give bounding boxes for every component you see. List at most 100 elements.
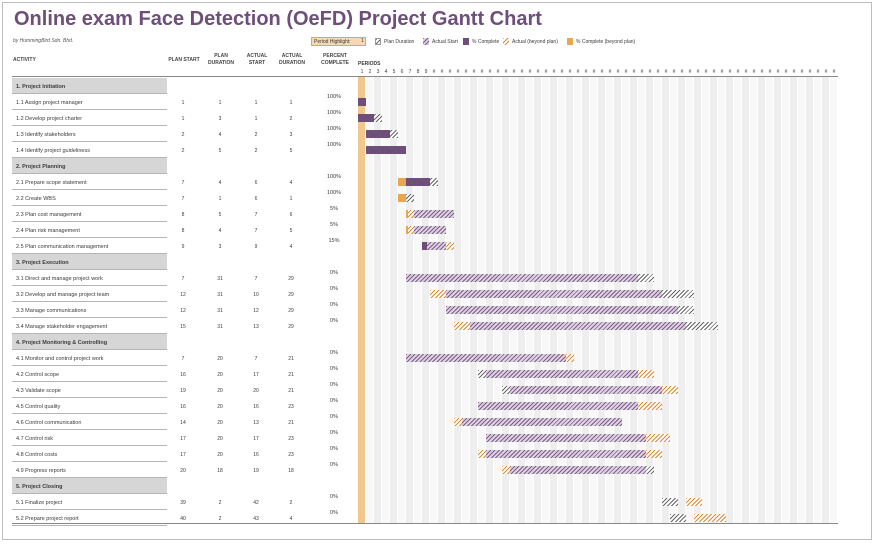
task-row[interactable]: 4.5 Control quality 16 20 16 23 0% (12, 398, 838, 414)
period-number: # (448, 69, 452, 75)
plan-duration-value: 20 (217, 372, 223, 378)
phase-row[interactable]: 2. Project Planning (12, 158, 838, 174)
task-row[interactable]: 3.2 Develop and manage project team 12 31 1… (12, 286, 838, 302)
task-row[interactable]: 2.5 Plan communication management 9 3 9 4 15% (12, 238, 838, 254)
period-number: # (568, 69, 572, 75)
row-underline (12, 189, 167, 190)
plan-start-value: 15 (180, 324, 186, 330)
period-number: # (624, 69, 628, 75)
period-column (590, 77, 598, 523)
actual-bar (446, 306, 678, 314)
period-number: # (784, 69, 788, 75)
legend-actual-label: Actual Start (432, 38, 458, 45)
actual-duration-value: 29 (288, 308, 294, 314)
period-number: # (608, 69, 612, 75)
actual-bar (414, 226, 446, 234)
task-row[interactable]: 5.2 Prepare project report 40 2 43 4 0% (12, 510, 838, 526)
actual-bar (446, 290, 662, 298)
phase-row[interactable]: 1. Project Initiation (12, 78, 838, 94)
task-name: 3.3 Manage communications (16, 308, 87, 314)
actual-duration-value: 2 (289, 116, 293, 122)
period-column (430, 77, 438, 523)
period-number: 4 (384, 69, 388, 75)
task-row[interactable]: 4.8 Control costs 17 20 16 23 0% (12, 446, 838, 462)
period-number: # (776, 69, 780, 75)
period-highlight-field[interactable]: Period Highlight: (311, 37, 366, 46)
plan-duration-value: 20 (217, 452, 223, 458)
task-row[interactable]: 2.2 Create WBS 7 1 6 1 100% (12, 190, 838, 206)
plan-duration-value: 5 (218, 148, 222, 154)
task-row[interactable]: 2.3 Plan cost management 8 5 7 6 5% (12, 206, 838, 222)
pct-complete-bar (366, 146, 406, 154)
task-row[interactable]: 4.1 Monitor and control project work 7 20 7… (12, 350, 838, 366)
period-column (774, 77, 782, 523)
period-number: # (600, 69, 604, 75)
plan-start-value: 7 (181, 356, 185, 362)
period-column (798, 77, 806, 523)
task-row[interactable]: 1.2 Develop project charter 1 3 1 2 100% (12, 110, 838, 126)
actual-start-value: 10 (253, 292, 259, 298)
task-row[interactable]: 2.1 Prepare scope statement 7 4 6 4 100% (12, 174, 838, 190)
phase-row[interactable]: 3. Project Execution (12, 254, 838, 270)
period-number: # (584, 69, 588, 75)
task-name: 1.2 Develop project charter (16, 116, 83, 122)
actual-duration-value: 23 (288, 452, 294, 458)
task-name: 4.6 Control communication (16, 420, 82, 426)
row-underline (12, 461, 167, 462)
plan-start-value: 12 (180, 292, 186, 298)
actual-beyond-bar (566, 354, 574, 362)
percent-complete-value: 5% (330, 206, 338, 212)
phase-row[interactable]: 4. Project Monitoring & Controlling (12, 334, 838, 350)
period-column (718, 77, 726, 523)
period-number: # (504, 69, 508, 75)
period-column (446, 77, 454, 523)
plan-start-value: 8 (181, 228, 185, 234)
percent-complete-value: 0% (330, 398, 338, 404)
task-row[interactable]: 2.4 Plan risk management 8 4 7 5 5% (12, 222, 838, 238)
actual-beyond-bar (638, 370, 654, 378)
period-number: # (512, 69, 516, 75)
percent-complete-value: 0% (330, 430, 338, 436)
period-column (806, 77, 814, 523)
period-number: # (552, 69, 556, 75)
period-column (822, 77, 830, 523)
task-row[interactable]: 4.2 Control scope 16 20 17 21 0% (12, 366, 838, 382)
task-row[interactable]: 1.3 Identify stakeholders 2 4 2 3 100% (12, 126, 838, 142)
row-underline (12, 125, 167, 126)
header-periods: PERIODS (358, 61, 381, 67)
row-underline (12, 381, 167, 382)
period-number: # (808, 69, 812, 75)
period-column (654, 77, 662, 523)
header-divider (12, 76, 838, 77)
task-row[interactable]: 3.4 Manage stakeholder engagement 15 31 13 2… (12, 318, 838, 334)
task-row[interactable]: 4.7 Control risk 17 20 17 23 0% (12, 430, 838, 446)
period-column (734, 77, 742, 523)
phase-row[interactable]: 5. Project Closing (12, 478, 838, 494)
pct-complete-bar (358, 98, 366, 106)
legend-pct-beyond: % Complete (beyond plan) (567, 38, 635, 45)
percent-complete-value: 0% (330, 446, 338, 452)
task-row[interactable]: 1.1 Assign project manager 1 1 1 1 100% (12, 94, 838, 110)
period-number: # (752, 69, 756, 75)
task-name: 4.2 Control scope (16, 372, 60, 378)
percent-complete-value: 15% (328, 238, 340, 244)
period-column (398, 77, 406, 523)
percent-complete-value: 0% (330, 302, 338, 308)
row-underline (12, 173, 167, 174)
actual-duration-value: 21 (288, 356, 294, 362)
task-row[interactable]: 3.1 Direct and manage project work 7 31 7 29… (12, 270, 838, 286)
task-row[interactable]: 4.9 Progress reports 20 18 19 18 0% (12, 462, 838, 478)
task-row[interactable]: 3.3 Manage communications 12 31 12 29 0% (12, 302, 838, 318)
period-highlight-value[interactable]: 1 (361, 38, 364, 44)
row-underline (12, 349, 167, 350)
task-row[interactable]: 4.6 Control communication 14 20 13 21 0% (12, 414, 838, 430)
percent-complete-value: 0% (330, 414, 338, 420)
period-column (830, 77, 838, 523)
task-name: 3.4 Manage stakeholder engagement (16, 324, 108, 330)
period-column (726, 77, 734, 523)
task-row[interactable]: 4.3 Validate scope 19 20 20 21 0% (12, 382, 838, 398)
task-row[interactable]: 5.1 Finalize project 39 2 42 2 0% (12, 494, 838, 510)
actual-bar (406, 354, 566, 362)
task-row[interactable]: 1.4 Identify project guideliness 2 5 2 5 100% (12, 142, 838, 158)
actual-bar (470, 322, 686, 330)
